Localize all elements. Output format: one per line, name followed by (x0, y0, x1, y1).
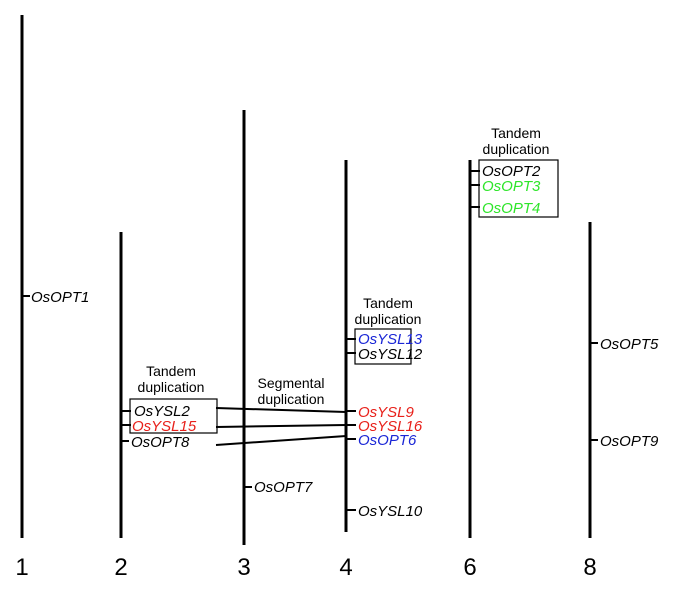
segmental-label-line2: duplication (258, 391, 325, 407)
tandem-box-chr4 (354, 328, 412, 365)
gene-label-OsYSL12: OsYSL12 (358, 346, 423, 363)
gene-label-OsOPT8: OsOPT8 (131, 434, 190, 451)
gene-label-OsYSL10: OsYSL10 (358, 503, 423, 520)
gene-label-OsYSL15: OsYSL15 (132, 418, 197, 435)
gene-label-OsYSL13: OsYSL13 (358, 331, 423, 348)
gene-label-OsOPT4: OsOPT4 (482, 200, 540, 217)
gene-label-OsOPT7: OsOPT7 (254, 479, 313, 496)
gene-label-OsOPT9: OsOPT9 (600, 433, 659, 450)
segmental-links (215, 407, 347, 446)
chromosome-number-1: 1 (15, 554, 28, 581)
gene-label-OsOPT6: OsOPT6 (358, 432, 417, 449)
tandem-label-chr2-line1: Tandem (146, 363, 196, 379)
gene-label-OsOPT2: OsOPT2 (482, 163, 541, 180)
chromosome-number-8: 8 (583, 554, 596, 581)
link-OsOPT8-OsOPT6 (215, 435, 347, 446)
gene-label-OsYSL9: OsYSL9 (358, 404, 415, 421)
gene-label-OsOPT1: OsOPT1 (31, 289, 89, 306)
gene-label-OsOPT3: OsOPT3 (482, 178, 541, 195)
gene-label-OsYSL16: OsYSL16 (358, 418, 423, 435)
gene-label-OsYSL2: OsYSL2 (134, 403, 191, 420)
tandem-label-chr4-line1: Tandem (363, 295, 413, 311)
chromosome-number-2: 2 (114, 554, 127, 581)
tandem-label-chr6-line1: Tandem (491, 125, 541, 141)
gene-label-OsOPT5: OsOPT5 (600, 336, 659, 353)
link-OsYSL15-OsYSL16 (215, 424, 347, 428)
link-OsYSL2-OsYSL9 (215, 407, 347, 413)
chromosome-number-6: 6 (463, 554, 476, 581)
tandem-label-chr2-line2: duplication (138, 379, 205, 395)
tandem-label-chr6-line2: duplication (483, 141, 550, 157)
tandem-label-chr4-line2: duplication (355, 311, 422, 327)
tandem-box-chr2 (129, 398, 218, 434)
tandem-box-chr6 (478, 159, 559, 218)
chromosome-number-3: 3 (237, 554, 250, 581)
chromosome-number-4: 4 (339, 554, 352, 581)
segmental-label-line1: Segmental (258, 375, 325, 391)
tandem-boxes (129, 159, 559, 434)
gene-ticks (22, 170, 598, 511)
